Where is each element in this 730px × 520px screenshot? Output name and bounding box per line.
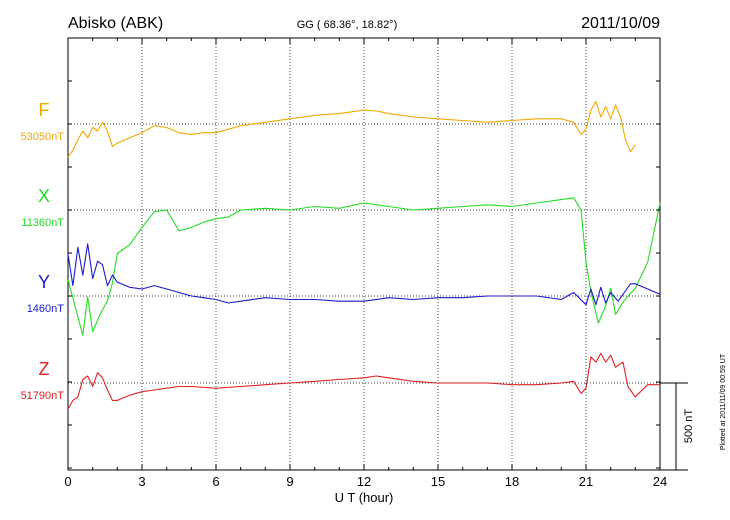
x-tick-label: 24: [653, 474, 667, 489]
x-tick-label: 6: [212, 474, 219, 489]
component-baseline-x: 11360nT: [21, 217, 64, 229]
station-coords: GG ( 68.36°, 18.82°): [297, 19, 398, 31]
x-tick-label: 18: [505, 474, 519, 489]
plot-date: 2011/10/09: [581, 15, 660, 32]
plotted-timestamp: Plotted at 2011/11/09 00:59 UT: [720, 353, 727, 450]
scale-bar: 500 nT: [660, 382, 695, 471]
component-letter-y: Y: [38, 272, 50, 292]
component-label-layer: F 53050nT X 11360nT Y 1460nT Z 51790nT: [21, 100, 65, 402]
x-tick-label: 21: [579, 474, 593, 489]
component-baseline-z: 51790nT: [21, 390, 65, 402]
series-line-x: [67, 197, 661, 336]
series-line-z: [67, 352, 660, 410]
station-title: Abisko (ABK): [68, 15, 163, 32]
series-line-f: [67, 100, 636, 158]
component-letter-z: Z: [39, 359, 50, 379]
grid-layer: [141, 38, 587, 470]
x-tick-label: 15: [431, 474, 445, 489]
x-axis-label: U T (hour): [335, 490, 394, 505]
component-baseline-y: 1460nT: [27, 303, 65, 315]
tick-layer: 0 3 6 9 12 15 18 21 24: [64, 38, 667, 489]
x-tick-label: 0: [64, 474, 71, 489]
x-tick-label: 9: [286, 474, 293, 489]
component-baseline-f: 53050nT: [21, 131, 65, 143]
x-tick-label: 3: [138, 474, 145, 489]
scale-bar-label: 500 nT: [683, 409, 695, 444]
series-line-y: [67, 243, 661, 306]
component-letter-f: F: [39, 100, 50, 120]
series-layer: [67, 100, 661, 410]
component-letter-x: X: [38, 186, 50, 206]
x-tick-label: 12: [357, 474, 371, 489]
